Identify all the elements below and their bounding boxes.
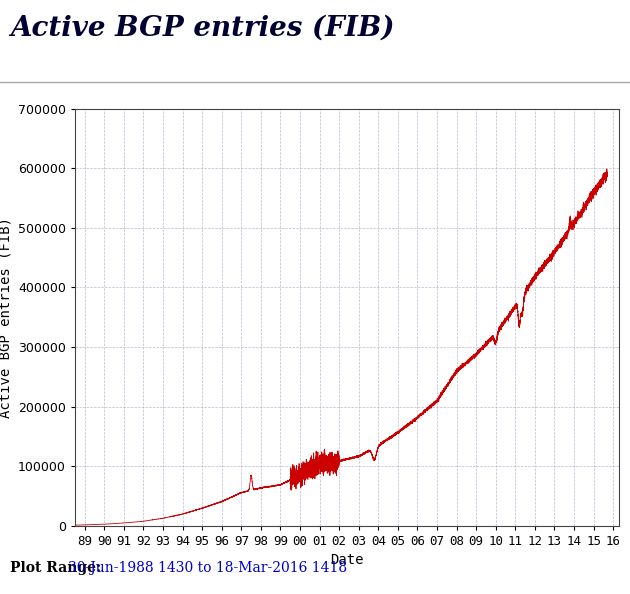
Text: Active BGP entries (FIB): Active BGP entries (FIB) <box>10 15 394 42</box>
X-axis label: Date: Date <box>330 553 364 567</box>
Y-axis label: Active BGP entries (FIB): Active BGP entries (FIB) <box>0 217 13 418</box>
Text: Plot Range:: Plot Range: <box>10 561 106 575</box>
Text: 30-Jun-1988 1430 to 18-Mar-2016 1418: 30-Jun-1988 1430 to 18-Mar-2016 1418 <box>68 561 347 575</box>
